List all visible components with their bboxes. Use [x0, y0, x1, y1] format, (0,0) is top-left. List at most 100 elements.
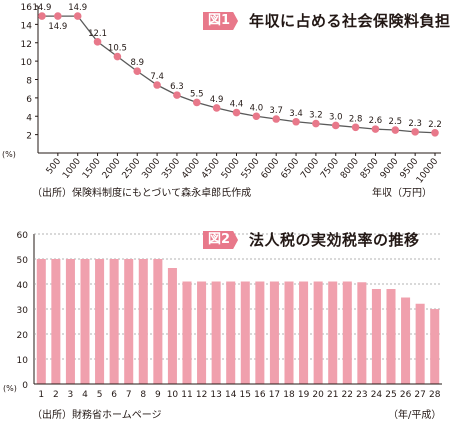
x-tick-label: 3000 [140, 156, 162, 180]
data-label: 3.2 [309, 111, 323, 121]
y-tick-label: 10 [17, 356, 29, 366]
data-point [431, 128, 439, 137]
x-tick-label: 2 [53, 390, 59, 400]
data-label: 10.5 [108, 44, 127, 54]
y-tick-label: 16 [21, 3, 33, 13]
data-label: 14.9 [68, 3, 87, 13]
x-tick-label: 18 [283, 390, 295, 400]
x-tick-label: 4000 [180, 156, 202, 180]
x-tick-label: 4 [82, 390, 88, 400]
x-tick-label: 2500 [121, 156, 143, 180]
bar [138, 259, 148, 384]
data-point [113, 52, 122, 61]
data-point [331, 121, 340, 130]
bar [65, 259, 75, 384]
source-note-2: （出所）財務省ホームページ [32, 410, 162, 421]
x-tick-label: 15 [240, 390, 251, 400]
x-tick-label: 27 [414, 390, 425, 400]
data-point [173, 91, 181, 99]
bar [109, 259, 119, 384]
x-tick-label: 5 [97, 390, 103, 400]
x-tick-label: 25 [385, 390, 396, 400]
x-tick-label: 6 [111, 390, 117, 400]
x-tick-label: 9000 [379, 156, 401, 180]
data-point [272, 115, 281, 123]
x-tick-label: 28 [429, 390, 441, 400]
x-tick-label: 20 [312, 390, 324, 400]
x-tick-label: 8500 [359, 156, 381, 180]
bar [430, 309, 440, 384]
y-tick-label: 50 [17, 256, 29, 266]
y-tick-label: 40 [17, 281, 29, 291]
data-point [38, 12, 46, 20]
chart-panel-1: 2 4 6 8 10 12 14 16 500 1000 1500 2000 2500 3000 3500 4… [0, 0, 450, 206]
bar [313, 281, 323, 384]
data-point [351, 123, 360, 132]
x-tick-label: 8 [140, 390, 146, 400]
x-tick-label: 16 [254, 390, 266, 400]
data-point [193, 98, 201, 107]
data-point [133, 67, 142, 76]
data-label: 6.3 [170, 82, 184, 92]
data-label: 2.3 [408, 119, 422, 129]
line-chart: 2468101214165001000150020002500300035004… [21, 3, 442, 185]
x-tick-label: 7 [126, 390, 132, 400]
data-label: 3.4 [289, 109, 303, 119]
x-tick-label: 1500 [81, 156, 103, 180]
data-label: 8.9 [130, 58, 144, 68]
x-tick-label: 5000 [220, 156, 242, 180]
data-label: 14.9 [48, 22, 67, 32]
y-axis-unit-2: (%) [3, 384, 17, 393]
x-axis-label-1: 年収（万円） [372, 188, 432, 199]
x-tick-label: 4500 [200, 156, 222, 180]
x-tick-label: 3500 [160, 156, 182, 180]
y-tick-label: 30 [17, 306, 29, 316]
chart-title-1: 年収に占める社会保険料負担率 [249, 12, 450, 30]
x-tick-label: 26 [400, 390, 412, 400]
x-tick-label: 12 [196, 390, 207, 400]
x-tick-label: 19 [298, 390, 310, 400]
bar [51, 259, 61, 384]
y-tick-label: 20 [17, 331, 29, 341]
x-tick-label: 3 [68, 390, 74, 400]
bar [182, 281, 192, 384]
x-tick-label: 11 [181, 390, 192, 400]
data-point [371, 125, 380, 133]
data-label: 7.4 [150, 72, 164, 82]
y-tick-label: 10 [21, 58, 33, 68]
x-tick-label: 10 [167, 390, 179, 400]
y-tick-label: 60 [17, 231, 29, 241]
data-point [212, 104, 221, 112]
bar [386, 289, 396, 384]
x-tick-label: 13 [210, 390, 221, 400]
data-label: 2.8 [349, 114, 363, 124]
x-tick-label: 24 [371, 390, 383, 400]
data-point [153, 81, 161, 89]
x-tick-label: 17 [269, 390, 280, 400]
x-tick-label: 7500 [319, 156, 341, 180]
bar [328, 281, 338, 384]
x-tick-label: 10000 [415, 156, 441, 185]
x-tick-label: 1 [38, 390, 44, 400]
figure-badge-1: 図1 [203, 12, 239, 30]
x-tick-label: 1000 [61, 156, 83, 180]
x-tick-label: 2000 [101, 156, 123, 180]
data-label: 2.6 [369, 116, 383, 126]
bar [167, 268, 177, 384]
figure-badge-2: 図2 [203, 231, 239, 249]
bar [284, 281, 294, 384]
data-label: 3.7 [269, 106, 283, 116]
bar [371, 289, 381, 384]
data-label: 5.5 [190, 89, 204, 99]
y-tick-label: 8 [26, 77, 32, 87]
x-tick-label: 6500 [279, 156, 301, 180]
data-point [73, 12, 82, 20]
y-tick-label: 14 [21, 21, 33, 31]
x-tick-label: 7000 [299, 156, 321, 180]
y-tick-label: 12 [21, 40, 32, 50]
data-label: 12.1 [88, 29, 107, 39]
bar [415, 303, 425, 384]
x-tick-label: 22 [342, 390, 353, 400]
x-tick-label: 21 [327, 390, 338, 400]
